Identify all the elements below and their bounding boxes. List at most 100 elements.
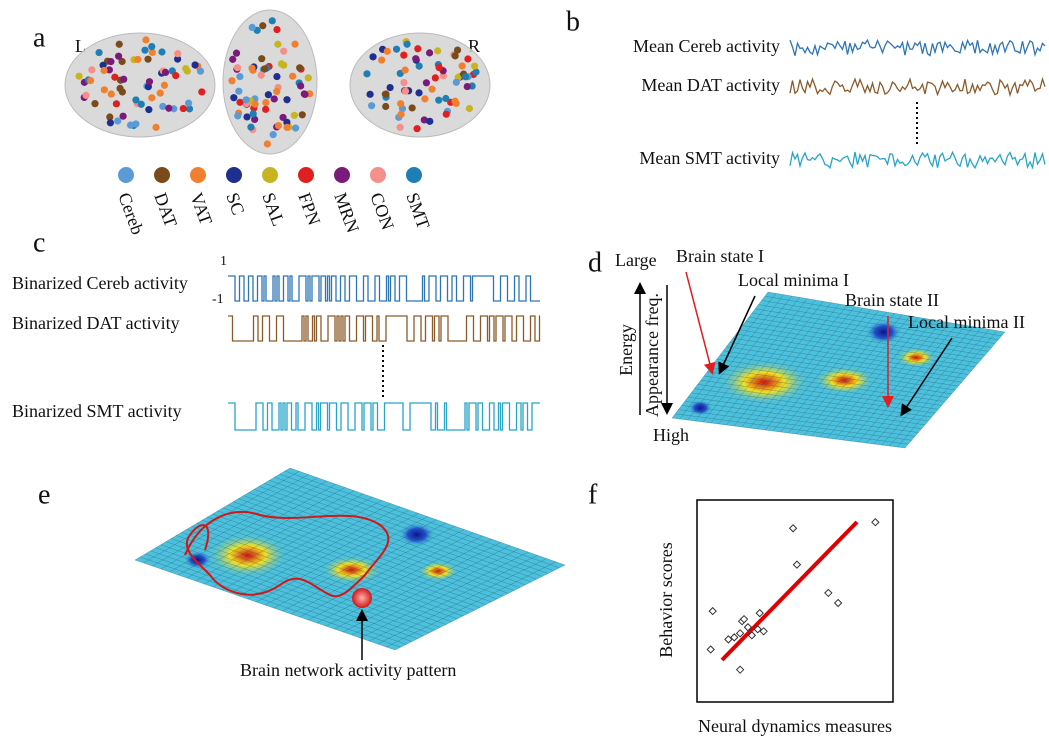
node-dot xyxy=(191,61,198,68)
node-dot xyxy=(82,92,89,99)
node-dot xyxy=(393,46,400,53)
node-dot xyxy=(162,69,169,76)
node-dot xyxy=(251,101,258,108)
scatter-point xyxy=(790,525,797,532)
y-axis-label: Behavior scores xyxy=(656,542,676,657)
legend-dot xyxy=(262,167,278,183)
node-dot xyxy=(145,106,152,113)
scatter-point xyxy=(737,666,744,673)
level-label: 1 xyxy=(220,254,227,269)
node-dot xyxy=(259,22,266,29)
node-dot xyxy=(301,91,308,98)
annotation: Brain state I xyxy=(676,246,764,266)
signal-label: Binarized Cereb activity xyxy=(12,273,188,293)
node-dot xyxy=(243,113,250,120)
legend-dot xyxy=(190,167,206,183)
node-dot xyxy=(462,73,469,80)
node-dot xyxy=(270,131,277,138)
legend-dot xyxy=(298,167,314,183)
node-dot xyxy=(88,66,95,73)
node-dot xyxy=(197,68,204,75)
node-dot xyxy=(382,103,389,110)
node-dot xyxy=(119,113,126,120)
panel-letter: f xyxy=(588,479,598,510)
node-dot xyxy=(87,77,94,84)
node-dot xyxy=(264,140,271,147)
annotation: Brain state II xyxy=(845,290,939,310)
node-dot xyxy=(414,45,421,52)
scatter-point xyxy=(872,519,879,526)
peak xyxy=(719,360,809,404)
node-dot xyxy=(75,73,82,80)
node-dot xyxy=(148,43,155,50)
node-dot xyxy=(415,89,422,96)
node-dot xyxy=(400,52,407,59)
activity-ball xyxy=(352,588,372,608)
node-dot xyxy=(95,49,102,56)
node-dot xyxy=(273,73,280,80)
node-dot xyxy=(382,91,389,98)
node-dot xyxy=(182,65,189,72)
signal-trace xyxy=(790,40,1045,56)
node-dot xyxy=(141,47,148,54)
node-dot xyxy=(107,119,114,126)
node-dot xyxy=(434,47,441,54)
energy-landscape xyxy=(135,468,565,650)
legend-label: Cereb xyxy=(114,190,147,237)
node-dot xyxy=(243,96,250,103)
legend-label: FPN xyxy=(294,190,324,228)
node-dot xyxy=(157,90,164,97)
node-dot xyxy=(248,65,255,72)
node-dot xyxy=(269,17,276,24)
node-dot xyxy=(283,96,290,103)
node-dot xyxy=(428,86,435,93)
legend-label: CON xyxy=(366,190,398,233)
node-dot xyxy=(273,88,280,95)
node-dot xyxy=(271,95,278,102)
signal-trace xyxy=(790,79,1045,95)
legend-label: SC xyxy=(222,190,248,218)
node-dot xyxy=(108,90,115,97)
node-dot xyxy=(185,100,192,107)
node-dot xyxy=(132,120,139,127)
binary-trace xyxy=(228,276,540,301)
node-dot xyxy=(442,95,449,102)
page: {"panels": { "a": {"label": "a", "left":… xyxy=(0,0,1049,740)
node-dot xyxy=(378,56,385,63)
node-dot xyxy=(275,122,282,129)
annotation: Brain network activity pattern xyxy=(240,660,456,680)
node-dot xyxy=(132,96,139,103)
scatter-point xyxy=(825,589,832,596)
node-dot xyxy=(432,74,439,81)
node-dot xyxy=(289,73,296,80)
node-dot xyxy=(262,99,269,106)
node-dot xyxy=(113,100,120,107)
node-dot xyxy=(119,88,126,95)
binary-trace xyxy=(228,403,540,430)
panel-letter: d xyxy=(588,247,602,278)
legend-dot xyxy=(406,167,422,183)
node-dot xyxy=(91,100,98,107)
legend-label: SMT xyxy=(402,190,433,232)
node-dot xyxy=(262,106,269,113)
axis-label: Energy xyxy=(616,324,636,376)
node-dot xyxy=(278,60,285,67)
node-dot xyxy=(426,118,433,125)
legend-label: SAL xyxy=(258,190,288,229)
node-dot xyxy=(443,111,450,118)
axis-end-label: High xyxy=(653,425,689,445)
node-dot xyxy=(100,67,107,74)
level-label: -1 xyxy=(212,292,224,307)
node-dot xyxy=(386,84,393,91)
node-dot xyxy=(250,110,257,117)
node-dot xyxy=(426,49,433,56)
axis-label: Appearance freq. xyxy=(642,293,662,417)
valley xyxy=(399,523,435,547)
node-dot xyxy=(409,104,416,111)
node-dot xyxy=(296,64,303,71)
node-dot xyxy=(369,53,376,60)
node-dot xyxy=(436,64,443,71)
node-dot xyxy=(116,41,123,48)
scatter-point xyxy=(737,630,744,637)
node-dot xyxy=(165,105,172,112)
